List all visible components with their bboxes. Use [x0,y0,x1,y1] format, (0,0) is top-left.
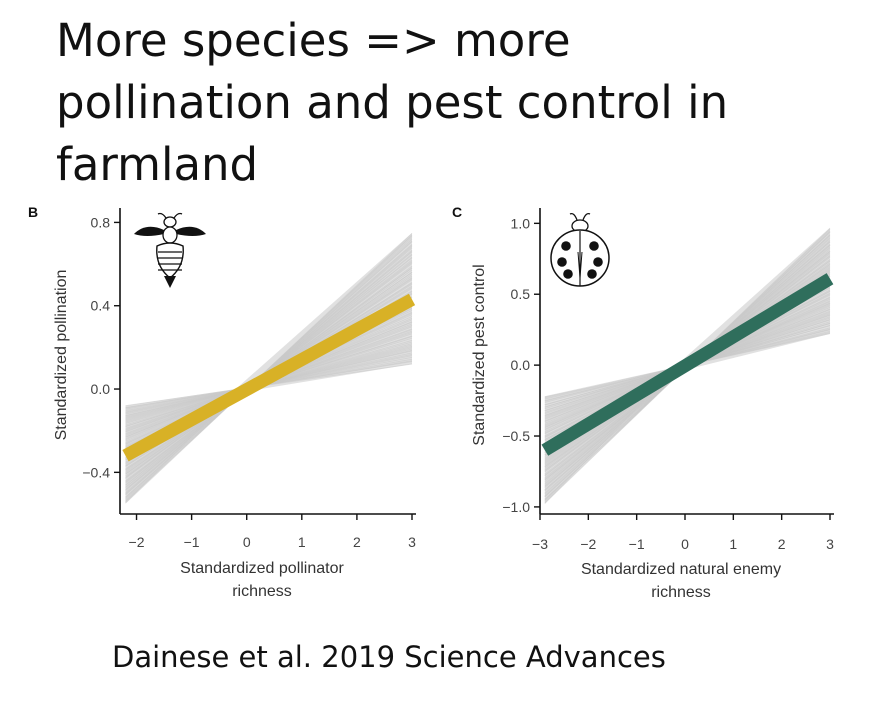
title-line-2: pollination and pest control in [56,76,729,129]
x-tick-label: 1 [729,536,737,552]
x-axis-label: richness [651,584,711,601]
x-tick-label: −1 [184,534,200,550]
y-tick-label: 0.8 [91,214,111,230]
bee-icon [134,212,206,288]
x-tick-label: −3 [532,536,548,552]
y-axis-label: Standardized pest control [471,264,488,445]
y-tick-label: −1.0 [502,499,530,515]
panel-label: C [452,204,462,220]
x-tick-label: 3 [826,536,834,552]
x-tick-label: 3 [408,534,416,550]
y-tick-label: 0.4 [91,298,111,314]
y-tick-label: −0.4 [82,464,110,480]
citation: Dainese et al. 2019 Science Advances [112,640,666,674]
chart-panel-b: −0.4 0.0 0.4 0.8 −2 −1 0 1 2 3 Standardized pollin… [28,204,416,600]
x-axis-label: richness [232,583,292,600]
y-tick-label: −0.5 [502,428,530,444]
fit-line [122,293,416,462]
x-tick-label: −1 [629,536,645,552]
y-tick-label: 1.0 [511,215,531,231]
band-envelope [125,232,413,504]
x-tick-label: −2 [580,536,596,552]
ladybug-icon [550,212,610,287]
x-tick-label: 0 [243,534,251,550]
y-tick-label: 0.5 [511,286,531,302]
x-axis-label: Standardized pollinator [180,560,344,577]
x-tick-label: 2 [353,534,361,550]
x-axis-label: Standardized natural enemy [581,561,781,578]
title-line-3: farmland [56,138,259,191]
axes [119,208,416,515]
panel-label: B [28,204,38,220]
chart-panel-c: −1.0 −0.5 0.0 0.5 1.0 −3 −2 −1 0 1 2 3 Standardized … [452,204,834,601]
y-tick-label: 0.0 [511,357,531,373]
y-tick-label: 0.0 [91,381,111,397]
x-tick-label: 0 [681,536,689,552]
fit-line [541,273,834,456]
y-axis-label: Standardized pollination [53,270,70,441]
x-tick-label: 2 [778,536,786,552]
x-tick-label: −2 [129,534,145,550]
title-line-1: More species => more [56,14,571,67]
slide-title: More species => more pollination and pes… [56,10,836,196]
x-tick-label: 1 [298,534,306,550]
